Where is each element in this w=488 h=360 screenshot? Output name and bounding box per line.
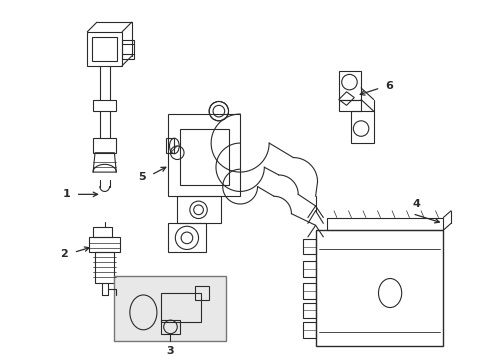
Bar <box>114 276 225 341</box>
Text: 3: 3 <box>166 346 174 356</box>
Text: 6: 6 <box>385 81 392 91</box>
Text: 4: 4 <box>411 199 419 209</box>
Text: 5: 5 <box>139 172 146 182</box>
Text: 1: 1 <box>63 189 71 199</box>
Text: 2: 2 <box>60 249 68 259</box>
